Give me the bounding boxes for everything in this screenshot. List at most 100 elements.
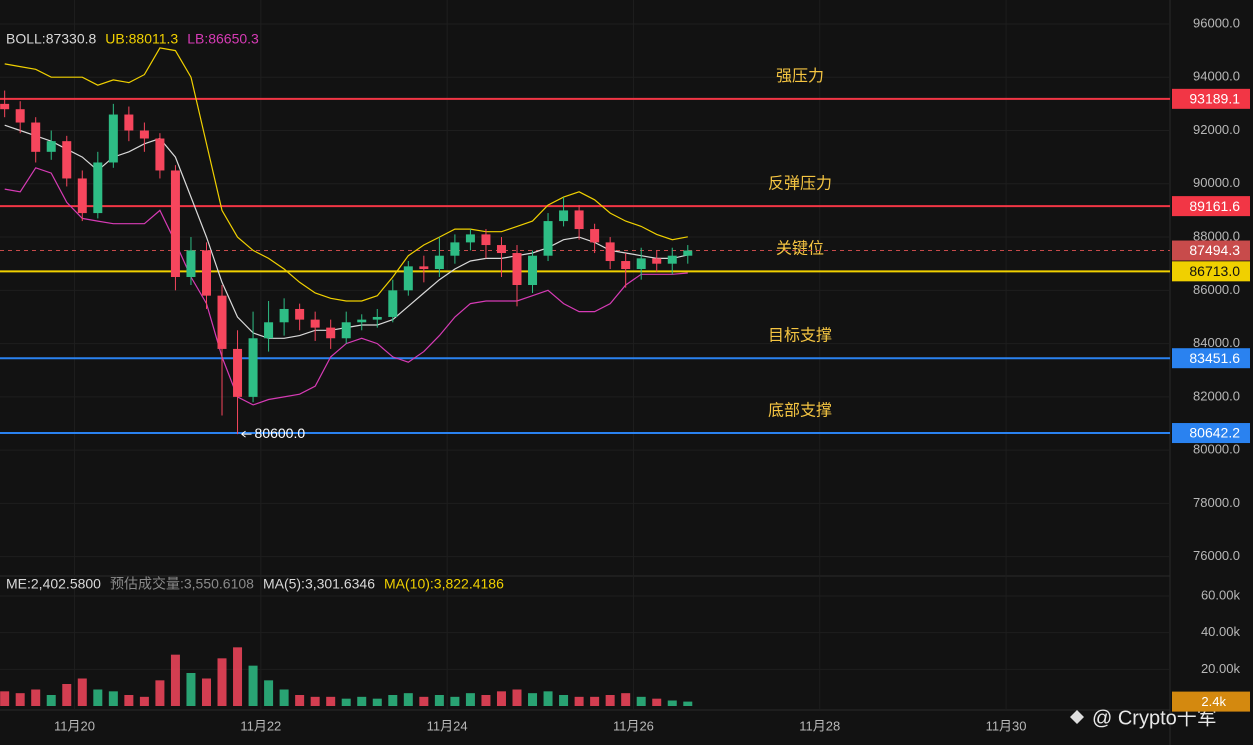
volume-bar <box>217 658 227 706</box>
volume-bar <box>186 673 196 706</box>
candle-body <box>683 250 693 256</box>
level-tag-label: 83451.6 <box>1189 350 1240 366</box>
y-tick-label: 92000.0 <box>1193 122 1240 137</box>
candle-body <box>636 258 646 270</box>
last-price-label: 87494.3 <box>1189 242 1240 258</box>
boll-band <box>4 167 688 406</box>
boll-band <box>4 47 688 302</box>
annotation-label: 80600.0 <box>255 425 306 441</box>
volume-bar <box>450 696 460 706</box>
volume-bar <box>139 696 149 706</box>
candle-body <box>372 316 382 320</box>
volume-bar <box>605 695 615 706</box>
candle-body <box>248 338 258 397</box>
volume-bar <box>481 695 491 706</box>
candle-body <box>77 178 87 214</box>
level-tag <box>1172 423 1250 444</box>
candle-body <box>139 130 149 139</box>
candle-body <box>15 109 25 123</box>
legend-entry: ME:2,402.5800 <box>6 576 101 592</box>
volume-bar <box>465 693 475 706</box>
annotation-arrow <box>241 430 252 438</box>
candle-body <box>279 308 289 323</box>
volume-bar <box>590 696 600 706</box>
level-name: 目标支撑 <box>768 326 832 344</box>
candle-body <box>326 327 336 339</box>
candle-body <box>590 229 600 243</box>
volume-bar <box>341 698 351 706</box>
candle-body <box>496 245 506 254</box>
y-tick-label: 40.00k <box>1201 624 1241 639</box>
y-tick-label: 88000.0 <box>1193 228 1240 243</box>
volume-bar <box>46 695 56 706</box>
y-tick-label: 84000.0 <box>1193 335 1240 350</box>
candle-body <box>310 319 320 328</box>
candle-body <box>652 258 662 264</box>
last-price-tag <box>1172 240 1250 261</box>
volume-bar <box>357 696 367 706</box>
y-tick-label: 86000.0 <box>1193 282 1240 297</box>
volume-bar <box>295 695 305 706</box>
grid <box>0 0 1170 710</box>
y-tick-label: 76000.0 <box>1193 548 1240 563</box>
candle-body <box>124 114 134 131</box>
volume-bar <box>388 695 398 706</box>
candle-body <box>512 253 522 285</box>
candle-body <box>264 322 274 339</box>
candle-body <box>543 221 553 256</box>
candle-body <box>0 103 10 110</box>
volume-bar <box>419 696 429 706</box>
x-tick-label: 11月26 <box>613 718 654 733</box>
volume-bar <box>543 691 553 706</box>
candle-body <box>605 242 615 262</box>
candle-body <box>574 210 584 230</box>
candle-body <box>434 255 444 270</box>
y-tick-label: 96000.0 <box>1193 15 1240 30</box>
candle-body <box>621 261 631 270</box>
candle-body <box>419 266 429 270</box>
volume-bar <box>403 693 413 706</box>
candle-body <box>170 170 180 278</box>
volume-tag-label: 2.4k <box>1201 694 1226 709</box>
level-name: 底部支撑 <box>768 401 832 419</box>
volume-bar <box>124 695 134 706</box>
level-tag-label: 86713.0 <box>1189 263 1240 279</box>
volume-bar <box>326 696 336 706</box>
level-tag <box>1172 261 1250 282</box>
x-tick-label: 11月28 <box>799 718 840 733</box>
volume-bar <box>233 647 243 706</box>
candle-body <box>388 290 398 317</box>
volume-bar <box>62 684 72 706</box>
candle-body <box>559 210 569 222</box>
legend-entry: 预估成交量:3,550.6108 <box>110 576 254 592</box>
candle-body <box>31 122 41 152</box>
legend-entry: MA(5):3,301.6346 <box>263 576 375 592</box>
level-name: 反弹压力 <box>768 174 832 192</box>
volume-bar <box>31 689 41 706</box>
candle-body <box>217 295 227 349</box>
volume-bar <box>77 678 87 706</box>
candle-body <box>201 250 211 296</box>
level-tag <box>1172 348 1250 369</box>
candle-body <box>481 234 491 246</box>
level-tag-label: 80642.2 <box>1189 425 1240 441</box>
watermark: @ Crypto千军 <box>1070 706 1217 729</box>
x-tick-label: 11月30 <box>986 718 1027 733</box>
candle-body <box>62 141 72 179</box>
candle-body <box>357 319 367 323</box>
legend-entry: UB:88011.3 <box>105 31 178 47</box>
level-tag-label: 93189.1 <box>1189 91 1240 107</box>
volume-bar <box>170 654 180 706</box>
level-name: 关键位 <box>776 240 824 258</box>
volume-bar <box>108 691 118 706</box>
candle-body <box>186 250 196 278</box>
volume-bar <box>434 695 444 706</box>
level-tag <box>1172 88 1250 109</box>
volume-bar <box>496 691 506 706</box>
candle-body <box>341 322 351 339</box>
volume-bar <box>201 678 211 706</box>
candle-body <box>465 234 475 243</box>
candle-body <box>46 141 56 152</box>
candle-body <box>108 114 118 163</box>
